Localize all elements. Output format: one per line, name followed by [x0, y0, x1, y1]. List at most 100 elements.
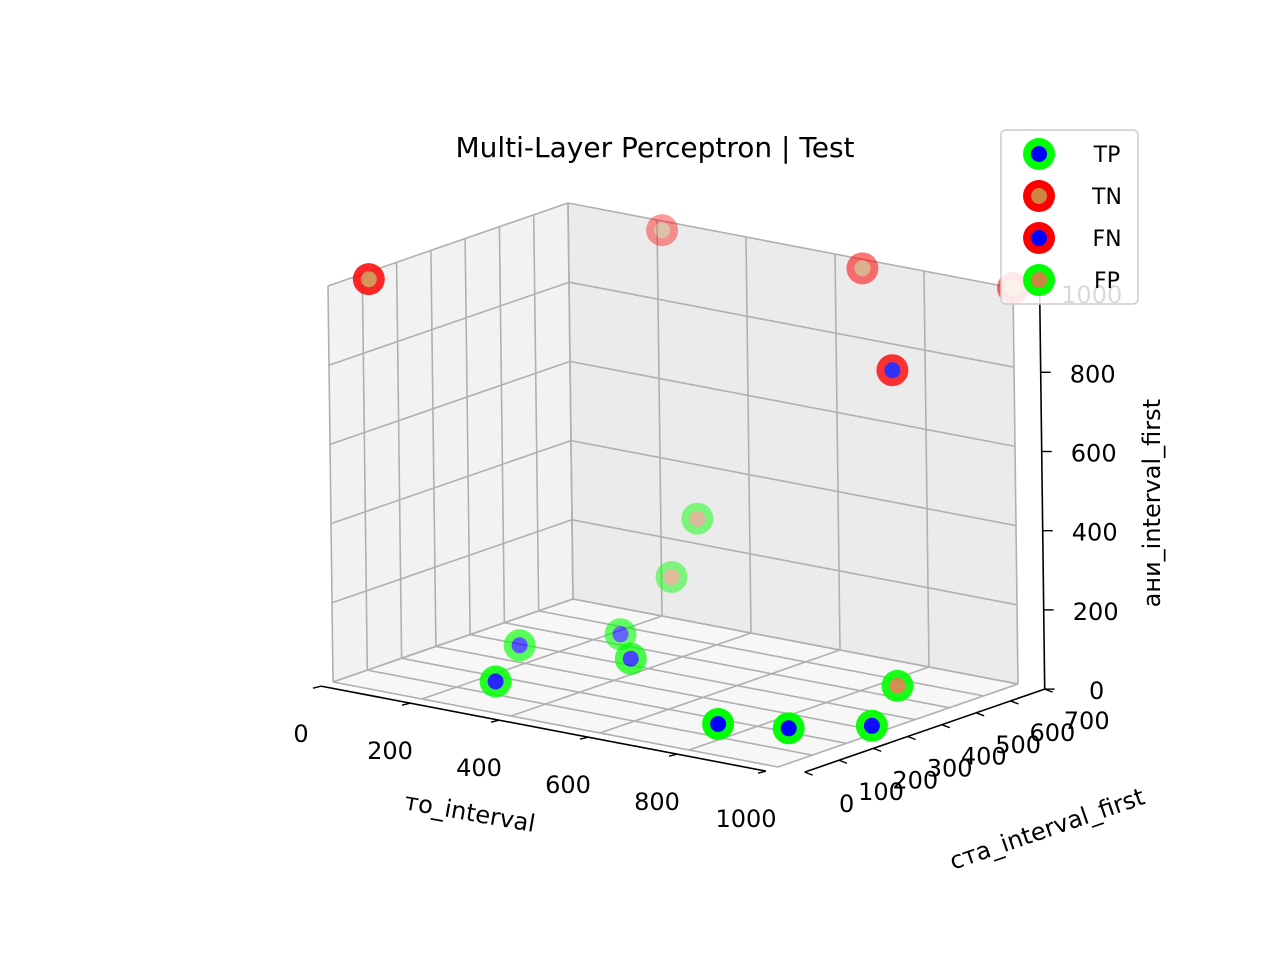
point-tn	[646, 214, 679, 247]
point-face	[889, 677, 906, 694]
y-tick-mark	[907, 735, 916, 741]
point-fp	[881, 669, 914, 702]
point-tp	[479, 665, 512, 698]
point-face	[884, 362, 901, 379]
y-gridline	[401, 657, 847, 745]
legend-label: FP	[1094, 269, 1120, 294]
axis-lines	[312, 292, 1055, 776]
legend-box	[1000, 129, 1139, 305]
z-gridline	[330, 439, 572, 525]
y-gridline	[332, 681, 779, 768]
x-gridline	[599, 649, 841, 734]
legend-marker-face	[1031, 188, 1047, 204]
point-tp	[702, 708, 735, 740]
x-tick-mark	[579, 736, 589, 740]
y-tick-label: 0	[839, 790, 854, 818]
point-face	[511, 637, 528, 654]
z-tick-label: 600	[1071, 440, 1117, 468]
x-tick-label: 1000	[715, 805, 776, 833]
y-gridline	[395, 262, 403, 659]
point-edge	[655, 561, 688, 593]
x-tick-label: 600	[545, 771, 591, 799]
legend-marker-face	[1031, 230, 1047, 246]
y-axis-label: ста_interval_first	[946, 783, 1148, 876]
legend-marker-face	[1031, 272, 1047, 288]
z-gridline	[331, 519, 573, 604]
point-face	[487, 673, 504, 690]
y-axis-line	[804, 688, 1045, 773]
z-gridline	[572, 598, 1019, 685]
x-axis-line	[320, 685, 767, 772]
z-axis-label: ани_interval_first	[1138, 399, 1166, 607]
legend: TP TN FN FP	[1000, 129, 1139, 305]
z-tick-label: 0	[1089, 677, 1104, 705]
y-gridline	[567, 202, 574, 600]
point-tp	[604, 618, 637, 651]
y-gridline	[469, 633, 916, 721]
legend-marker-face	[1031, 146, 1047, 162]
point-face	[612, 626, 629, 643]
left-pane	[328, 203, 573, 682]
z-gridline	[570, 439, 1017, 527]
point-tp	[855, 709, 888, 742]
y-gridline	[464, 238, 471, 635]
point-fp	[655, 561, 688, 593]
x-tick-mark	[757, 770, 767, 774]
point-edge	[681, 502, 714, 535]
point-face	[854, 260, 871, 277]
z-gridline	[568, 281, 1015, 368]
z-gridline	[328, 281, 570, 366]
x-tick-mark	[312, 685, 322, 689]
y-gridline	[430, 250, 437, 647]
z-tick-label: 400	[1072, 519, 1118, 547]
z-gridline	[329, 360, 571, 446]
legend-label: FN	[1092, 227, 1121, 252]
point-tp	[772, 712, 805, 745]
z-gridline	[567, 202, 1014, 289]
point-tn	[846, 252, 879, 285]
point-face	[863, 717, 880, 734]
y-gridline	[435, 645, 882, 733]
y-tick-label: 700	[1064, 707, 1110, 735]
point-face	[654, 222, 671, 239]
point-face	[622, 650, 639, 667]
point-tp	[614, 642, 647, 675]
x-tick-mark	[401, 702, 411, 706]
x-gridline	[745, 236, 752, 634]
z-gridline	[569, 360, 1016, 448]
x-tick-label: 800	[634, 788, 680, 816]
y-gridline	[361, 274, 369, 671]
point-face	[689, 510, 706, 527]
z-gridline	[332, 598, 574, 683]
z-axis-line	[1038, 293, 1046, 690]
point-fp	[681, 502, 714, 535]
y-gridline	[532, 214, 540, 611]
back-pane	[568, 203, 1018, 684]
point-fn	[876, 354, 909, 387]
point-face	[780, 720, 797, 737]
y-tick-mark	[975, 712, 985, 717]
y-tick-label: 300	[927, 755, 973, 783]
x-gridline	[1012, 287, 1019, 685]
point-tn	[352, 263, 385, 296]
z-tick-label: 800	[1070, 360, 1116, 388]
x-gridline	[923, 270, 930, 668]
x-tick-mark	[490, 719, 500, 723]
y-tick-label: 500	[995, 731, 1041, 759]
x-tick-label: 0	[293, 720, 308, 748]
y-gridline	[367, 669, 813, 756]
y-gridline	[504, 621, 950, 709]
y-tick-mark	[873, 747, 882, 753]
y-gridline	[498, 226, 506, 623]
point-face	[710, 716, 727, 732]
x-tick-mark	[668, 753, 678, 757]
y-tick-label: 600	[1029, 719, 1075, 747]
legend-label: TP	[1093, 143, 1121, 168]
y-gridline	[327, 285, 334, 683]
x-tick-label: 200	[367, 737, 413, 765]
y-tick-mark	[804, 771, 813, 776]
x-tick-label: 400	[456, 754, 502, 782]
x-gridline	[834, 253, 841, 651]
point-tp	[503, 629, 536, 662]
